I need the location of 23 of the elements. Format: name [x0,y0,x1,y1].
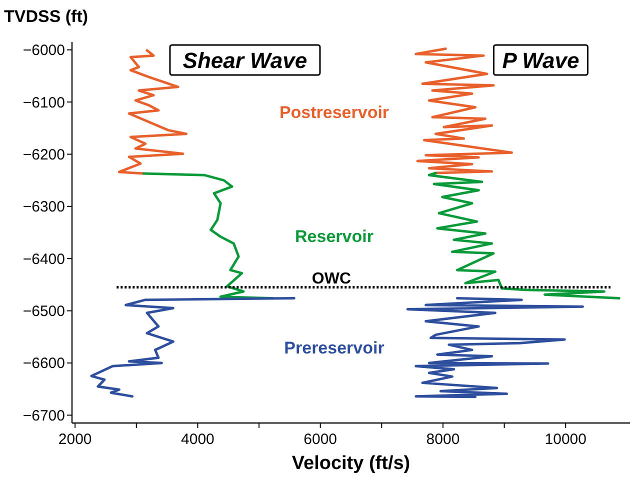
y-tick-label: −6300 [22,198,65,216]
x-tick-label: 10000 [544,431,586,448]
text: Postreservoir [279,102,390,122]
y-tick-label: −6600 [22,355,65,372]
line-series [428,172,620,300]
y-tick-label: −6400 [22,250,65,268]
y-axis-title: TVDSS (ft) [4,7,88,26]
y-tick-label: −6100 [22,94,65,112]
annotation: P Wave [502,48,580,73]
y-tick-label: −6000 [22,42,65,60]
line-series [406,297,584,398]
y-tick-label: −6700 [22,407,65,424]
y-tick-label: −6200 [22,146,65,164]
ref-line-label: OWC [312,270,352,288]
text: Reservoir [295,226,374,246]
x-tick-label: 4000 [181,431,214,448]
x-tick-label: 8000 [426,431,460,448]
text: Prereservoir [284,338,385,358]
x-axis-title: Velocity (ft/s) [292,453,410,474]
x-tick-label: 6000 [304,431,338,448]
annotation: Shear Wave [182,48,308,73]
y-tick-label: −6500 [22,303,65,320]
x-tick-label: 2000 [58,431,92,448]
